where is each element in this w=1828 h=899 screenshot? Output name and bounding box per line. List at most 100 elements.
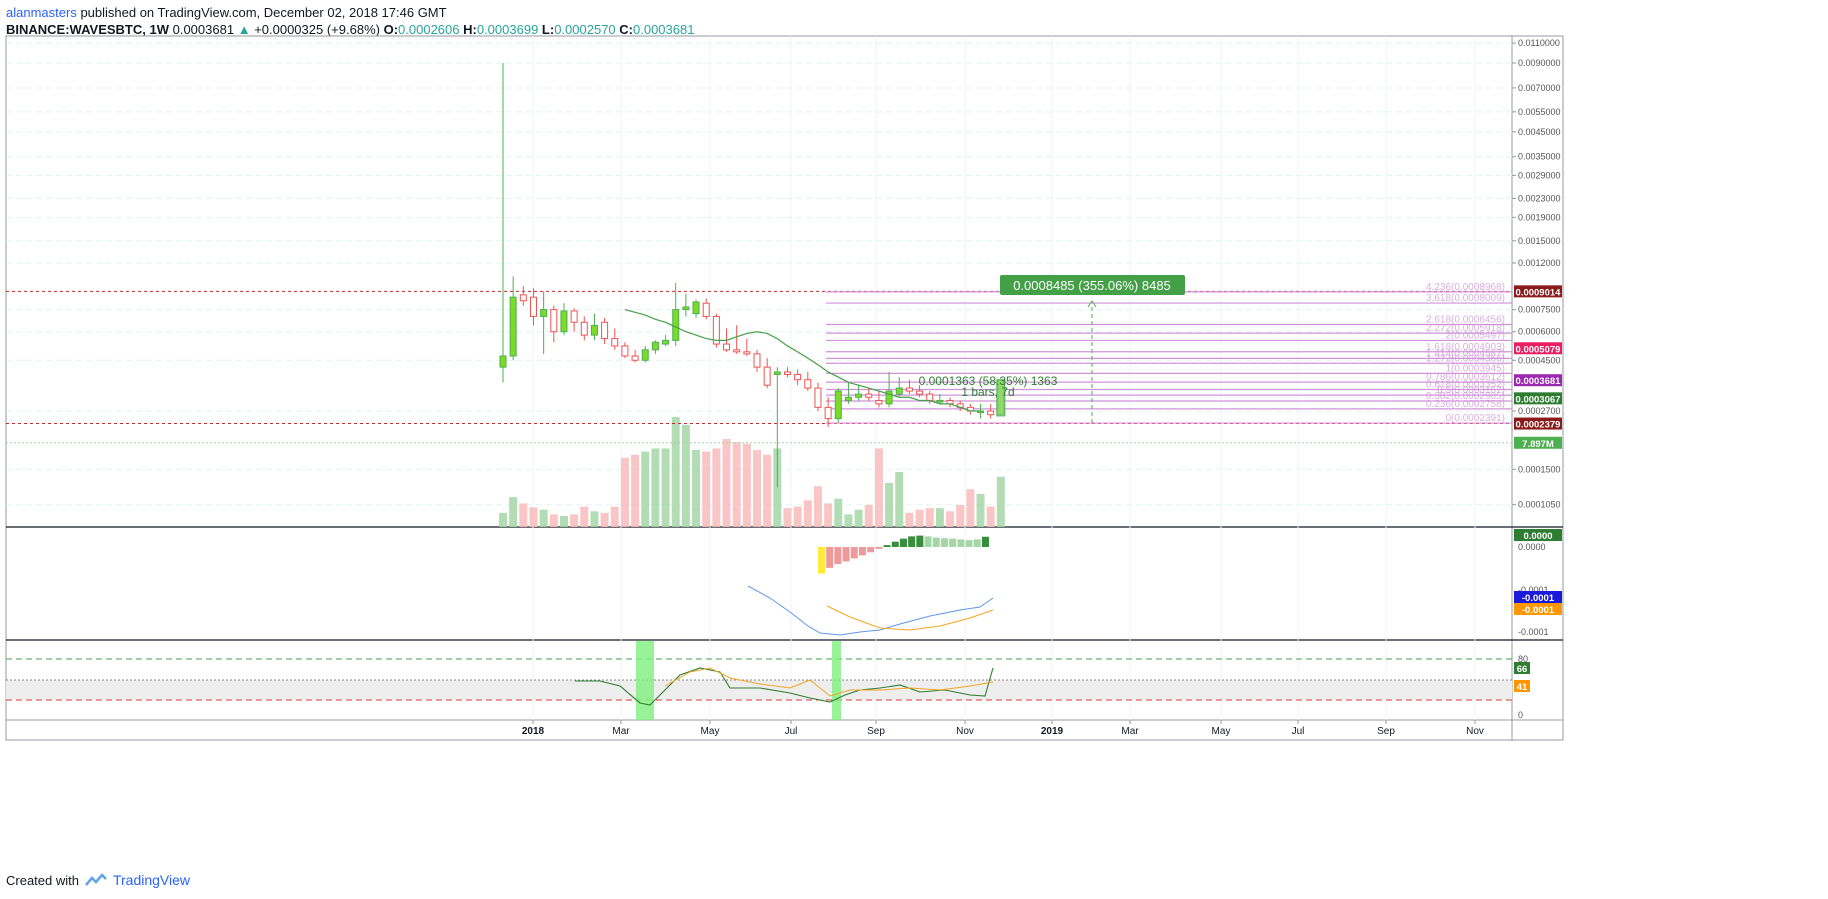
macd-histogram-bar	[842, 547, 850, 562]
macd-histogram-bar	[834, 547, 842, 565]
fib-level-label: 3.618(0.0008009)	[1426, 293, 1505, 304]
volume-bar	[631, 454, 640, 527]
candle-body	[875, 400, 883, 405]
fib-level-label: 0(0.0002391)	[1446, 413, 1506, 424]
candle-body	[529, 296, 537, 317]
volume-bar	[692, 450, 701, 527]
macd-histogram-bar	[875, 547, 883, 549]
candle-body	[834, 390, 842, 420]
candle-body	[712, 315, 720, 345]
macd-histogram-bar	[899, 538, 907, 547]
candle-body	[672, 309, 680, 341]
low-label: L:	[541, 22, 555, 37]
candle-body	[885, 390, 893, 405]
macd-histogram-bar	[916, 535, 924, 547]
candle-body	[560, 310, 568, 333]
candle-body	[936, 400, 944, 403]
y-tick-label: 0.0070000	[1518, 83, 1561, 93]
x-tick-label: Jul	[785, 726, 798, 737]
macd-badge-label: -0.0001	[1522, 605, 1555, 616]
volume-bar	[874, 448, 883, 527]
price-badge	[1514, 436, 1562, 449]
macd-histogram-bar	[883, 545, 891, 547]
volume-bar	[620, 457, 629, 527]
macd-histogram-bar	[957, 539, 965, 547]
price-badge-label: 0.0005079	[1516, 344, 1561, 355]
volume-bar	[824, 503, 833, 527]
rsi-line	[575, 667, 994, 706]
candle-body	[743, 351, 751, 355]
candle-body	[662, 339, 670, 345]
y-tick-label: 0.0023000	[1518, 193, 1561, 203]
macd-line	[747, 585, 994, 636]
volume-bar	[834, 498, 843, 527]
x-tick-label: May	[1212, 726, 1231, 737]
x-tick-label: Jul	[1292, 726, 1305, 737]
volume-bar	[854, 509, 863, 527]
macd-histogram-bar	[981, 536, 989, 547]
chart-frame	[5, 35, 1564, 741]
macd-histogram-bar	[949, 538, 957, 547]
volume-bar	[681, 424, 690, 527]
fib-level-label: 2(0.0005497)	[1446, 330, 1506, 341]
fib-level-label: 0.5(0.0003167)	[1437, 385, 1505, 396]
measure-box	[996, 379, 1006, 417]
macd-badge-label: -0.0001	[1522, 593, 1555, 604]
volume-bar	[793, 506, 802, 527]
tradingview-link[interactable]: TradingView	[112, 872, 191, 888]
price-badge-label: 7.897M	[1522, 439, 1554, 450]
y-tick-label: 0.0006000	[1518, 327, 1561, 337]
volume-bar	[783, 508, 792, 527]
macd-histogram-bar	[850, 547, 858, 559]
volume-bar	[671, 417, 680, 527]
candle-body	[631, 355, 639, 361]
macd-histogram-bar	[908, 536, 916, 547]
candle-body	[570, 310, 578, 323]
x-tick-label: Mar	[612, 726, 630, 737]
candle-body	[651, 341, 659, 351]
macd-histogram-bar	[965, 540, 973, 547]
fib-level-label: 4.236(0.0008968)	[1426, 282, 1505, 293]
volume-bar	[925, 508, 934, 527]
volume-bar	[763, 454, 772, 527]
candle-body	[621, 345, 629, 357]
x-tick-label: Mar	[1121, 726, 1139, 737]
price-badge	[1514, 342, 1562, 355]
candle-body	[611, 338, 619, 347]
volume-bar	[915, 509, 924, 527]
x-tick-label: 2018	[522, 726, 545, 737]
volume-bar	[885, 483, 894, 527]
candle-body	[916, 390, 924, 395]
volume-bar	[813, 486, 822, 527]
candle-body	[844, 396, 852, 402]
fib-level-label: 2.272(0.0005918)	[1426, 323, 1505, 334]
macd-histogram-bar	[817, 547, 825, 574]
volume-bar	[773, 448, 782, 527]
y-tick-label: 0.0029000	[1518, 170, 1561, 180]
volume-bar	[539, 509, 548, 527]
y-tick-label: 0.0001500	[1518, 464, 1561, 474]
symbol-label[interactable]: BINANCE:WAVESBTC, 1W	[6, 22, 169, 37]
candle-body	[855, 393, 863, 398]
volume-bar	[935, 508, 944, 527]
y-tick-label: 0.0012000	[1518, 258, 1561, 268]
author-link[interactable]: alanmasters	[6, 5, 77, 20]
price-badge-label: 0.0003681	[1516, 376, 1562, 387]
y-tick-label: 0.0110000	[1518, 38, 1560, 48]
y-tick-label: 0.0002700	[1518, 406, 1561, 416]
candle-body	[783, 371, 791, 375]
macd-axis-label: 0.0000	[1518, 542, 1546, 552]
measure-sublabel: 1 bars, 7d	[961, 385, 1014, 399]
volume-bar	[590, 511, 599, 527]
volume-bar	[641, 451, 650, 527]
projection-label: 0.0008485 (355.06%) 8485	[1013, 278, 1171, 293]
high-value: 0.0003699	[476, 22, 539, 37]
volume-bar	[803, 500, 812, 527]
fib-level-label: 1.618(0.0004903)	[1426, 342, 1505, 353]
candle-body	[824, 406, 832, 420]
publish-text: published on TradingView.com, December 0…	[80, 5, 447, 20]
low-value: 0.0002570	[554, 22, 616, 37]
macd-axis-label: -0.0001	[1518, 585, 1549, 595]
volume-bar	[499, 512, 507, 527]
